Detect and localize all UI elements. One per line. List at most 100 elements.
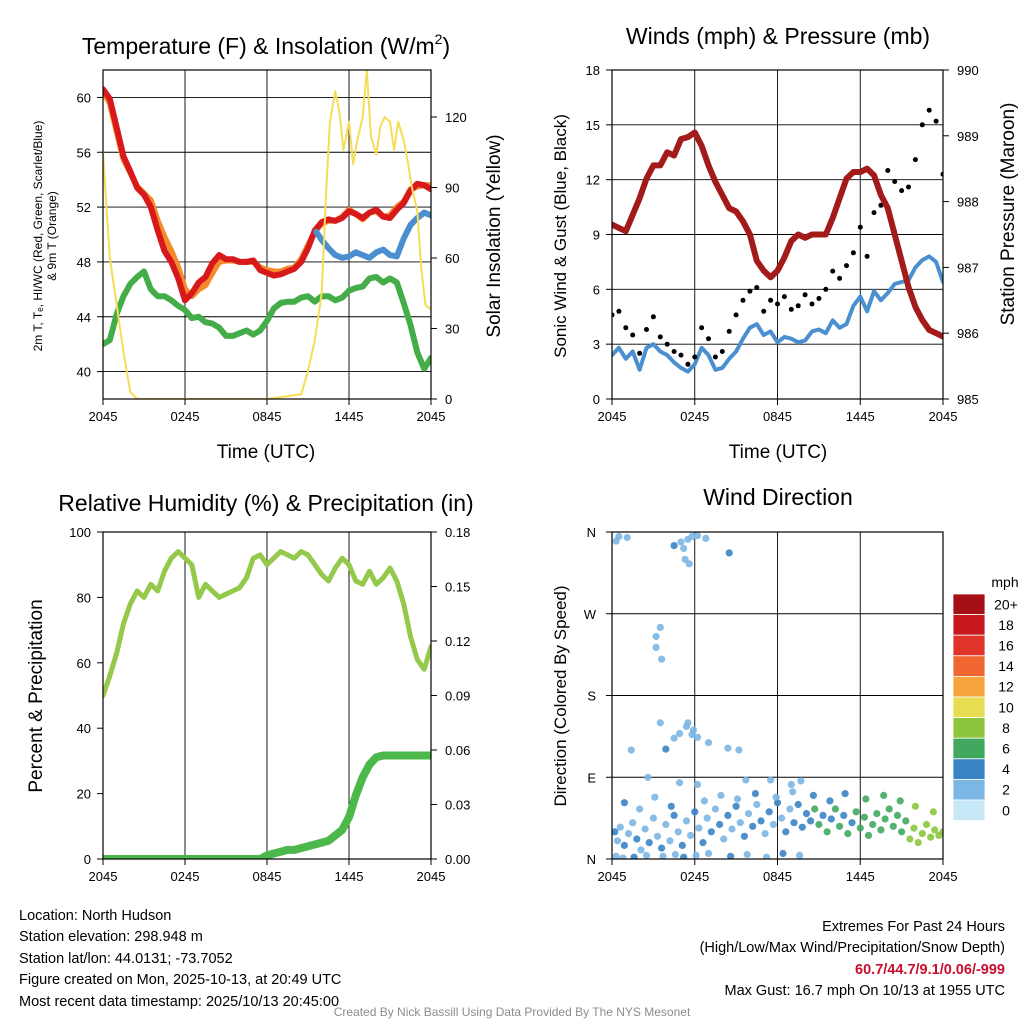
winds-gust-point — [623, 325, 629, 331]
direction-point — [651, 793, 659, 801]
direction-point — [682, 817, 691, 825]
winds-gust-point — [899, 188, 905, 194]
direction-point — [757, 817, 765, 825]
humidity-relative-humidity-line — [103, 549, 431, 698]
humidity-ytick-label: 60 — [77, 656, 91, 671]
pressure-y2tick-label: 989 — [957, 129, 979, 144]
temperature-xtick-label: 2045 — [417, 409, 446, 424]
direction-point — [797, 777, 805, 785]
winds-xlabel: Time (UTC) — [729, 442, 828, 463]
direction-point — [826, 797, 834, 805]
direction-point — [612, 852, 620, 859]
insolation-y2tick-label: 120 — [445, 110, 467, 125]
figure-created: Figure created on Mon, 2025-10-13, at 20… — [19, 972, 342, 989]
direction-point — [666, 837, 674, 845]
direction-point — [922, 820, 931, 829]
winds-gust-point — [630, 332, 636, 338]
direction-point — [794, 800, 802, 809]
temperature-xtick-label: 1445 — [335, 409, 364, 424]
direction-xtick-label: 2045 — [598, 869, 627, 884]
legend-swatch-14 — [952, 655, 986, 677]
winds-gust-point — [733, 312, 739, 318]
direction-point — [671, 850, 680, 859]
winds-gust-point — [650, 314, 656, 320]
winds-xtick-label: 0845 — [763, 409, 792, 424]
direction-xtick-label: 1445 — [846, 869, 875, 884]
winds-ytick-label: 9 — [593, 228, 600, 243]
direction-point — [914, 839, 922, 847]
temperature-ytick-label: 56 — [77, 145, 91, 160]
direction-point — [652, 632, 660, 641]
winds-y2label: Station Pressure (Maroon) — [998, 103, 1019, 326]
winds-ytick-label: 0 — [593, 392, 600, 407]
direction-point — [823, 828, 831, 836]
direction-point — [711, 805, 720, 813]
direction-point — [787, 780, 795, 789]
direction-point — [753, 800, 761, 809]
direction-point — [786, 805, 794, 813]
direction-point — [662, 820, 670, 829]
direction-point — [684, 719, 692, 727]
insolation-y2tick-label: 30 — [445, 322, 459, 337]
direction-point — [693, 780, 702, 789]
temperature-panel: Temperature (F) & Insolation (W/m2) 40 44… — [31, 31, 505, 463]
direction-point — [735, 746, 743, 754]
direction-point — [623, 533, 631, 542]
winds-plot-area: 0 3 6 9 12 15 18 2045 0245 0845 1445 2045 985 986 987 9… — [586, 63, 979, 424]
direction-point — [656, 719, 664, 727]
legend-swatch-4 — [952, 758, 986, 780]
speed-legend: mph 20+ 18 16 14 12 10 8 6 4 2 0 — [952, 574, 1019, 822]
direction-xtick-label: 0245 — [680, 869, 709, 884]
humidity-ytick-label: 0 — [84, 852, 91, 867]
insolation-y2tick-label: 60 — [445, 251, 459, 266]
direction-point — [779, 849, 787, 858]
direction-point — [636, 805, 644, 813]
temperature-ytick-label: 40 — [77, 365, 91, 380]
humidity-ytick-label: 20 — [77, 787, 91, 802]
insolation-y2tick-label: 0 — [445, 392, 452, 407]
winds-gust-point — [802, 292, 808, 298]
direction-point — [885, 805, 893, 813]
winds-gust-point — [912, 157, 918, 163]
winds-gust-point — [885, 168, 891, 173]
direction-point — [630, 853, 638, 859]
winds-gust-point — [919, 122, 925, 128]
precipitation-y2tick-label: 0.09 — [445, 689, 470, 704]
direction-point — [743, 850, 751, 859]
direction-point — [680, 544, 688, 553]
direction-ytick-label: E — [587, 770, 596, 785]
winds-title: Winds (mph) & Pressure (mb) — [626, 23, 930, 49]
winds-gust-point — [706, 336, 711, 342]
direction-point — [658, 844, 666, 852]
direction-point — [767, 776, 775, 784]
direction-ytick-label: N — [587, 525, 596, 540]
humidity-xtick-label: 0245 — [171, 869, 200, 884]
pressure-y2tick-label: 988 — [957, 195, 979, 210]
legend-swatch-2 — [952, 779, 986, 801]
winds-gust-point — [719, 349, 725, 354]
winds-gust-point — [823, 286, 829, 292]
direction-point — [615, 532, 623, 541]
winds-gust-point — [933, 118, 939, 124]
direction-point — [645, 839, 653, 847]
direction-point — [815, 820, 823, 829]
temperature-ytick-label: 44 — [77, 310, 91, 325]
precipitation-y2tick-label: 0.03 — [445, 798, 470, 813]
direction-point — [864, 831, 873, 840]
winds-xtick-label: 0245 — [680, 409, 709, 424]
direction-point — [687, 831, 695, 840]
pressure-y2tick-label: 986 — [957, 326, 979, 341]
direction-point — [703, 814, 711, 822]
winds-ytick-label: 18 — [586, 63, 600, 78]
legend-swatch-16 — [952, 634, 986, 657]
winds-ytick-label: 3 — [593, 337, 600, 352]
temperature-xtick-label: 0245 — [171, 409, 200, 424]
temperature-hi-wc-blue-line — [313, 209, 431, 261]
direction-point — [742, 776, 750, 784]
direction-point — [778, 814, 786, 822]
direction-point — [889, 822, 897, 830]
direction-point — [702, 534, 710, 543]
direction-point — [649, 814, 658, 822]
direction-point — [656, 623, 664, 632]
